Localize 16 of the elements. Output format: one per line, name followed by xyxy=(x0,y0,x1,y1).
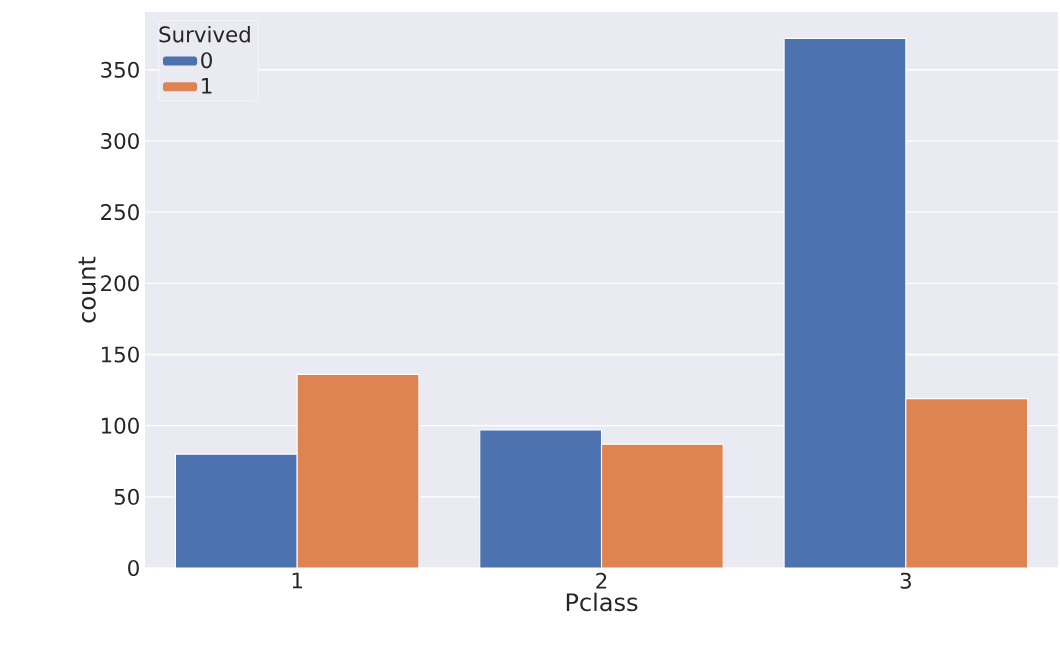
y-tick-label: 300 xyxy=(101,132,139,150)
y-tick-label: 200 xyxy=(101,275,139,292)
legend-label: 0 xyxy=(201,52,212,69)
x-tick-label: 3 xyxy=(900,572,911,589)
legend-title: Survived xyxy=(159,25,250,43)
x-tick-label: 1 xyxy=(292,572,302,589)
y-axis-title: count xyxy=(78,256,96,323)
y-tick-label: 100 xyxy=(101,417,139,434)
legend-label: 1 xyxy=(202,77,212,94)
y-tick-label: 150 xyxy=(101,346,139,363)
y-tick-label: 350 xyxy=(101,61,139,78)
x-axis-title: Pclass xyxy=(566,592,638,612)
x-tick-label: 2 xyxy=(596,572,607,589)
y-tick-label: 50 xyxy=(114,488,139,505)
y-tick-label: 0 xyxy=(128,559,139,577)
y-tick-label: 250 xyxy=(101,204,139,221)
